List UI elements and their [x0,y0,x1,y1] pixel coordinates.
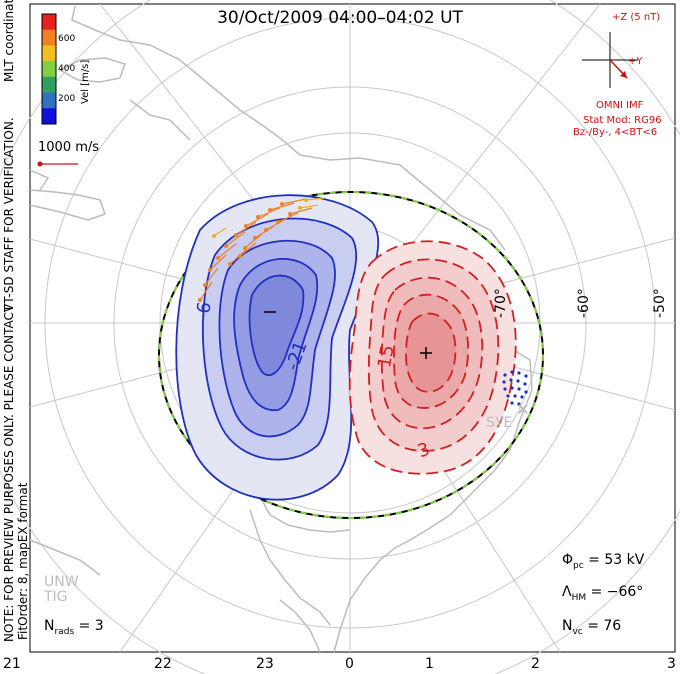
mlt-label-3: 3 [667,656,676,672]
colorbar-swatch [42,61,56,78]
mlt-label-22: 22 [154,656,172,672]
mlt-label-21: 21 [3,656,21,672]
colorbar-tick-400: 400 [58,64,76,74]
sye-vectors [502,370,528,406]
colorbar-swatch [42,76,56,94]
hm-boundary-latitude: ΛHM = −66° [562,584,644,603]
page-title: 30/Oct/2009 04:00–04:02 UT [217,8,463,28]
mlt-label-23: 23 [256,656,274,672]
radar-label-tig: TIG [44,589,68,605]
scale-vector [37,161,78,167]
radar-label-unw: UNW [44,574,79,590]
colorbar-tick-200: 200 [58,94,76,104]
velocity-vectors [198,197,325,303]
mlt-label-2: 2 [531,656,540,672]
radar-label-sye: SYE [486,415,513,431]
mlt-coordinates-label: MLT coordinates [2,0,16,82]
dawn-convection-cell [348,240,517,475]
latitude-label-50: -50° [652,288,668,318]
sye-radar-site [518,404,528,414]
imf-z-label: +Z (5 nT) [612,12,661,23]
preview-note: NOTE: FOR PREVIEW PURPOSES ONLY. PLEASE … [2,304,16,642]
scale-vector-label: 1000 m/s [38,140,100,155]
latitude-label-60: -60° [576,288,592,318]
staff-note: VT-SD STAFF FOR VERIFICATION. [2,117,16,312]
dusk-convection-cell [175,194,380,501]
colorbar-swatch [42,14,56,31]
colorbar-swatch [42,92,56,109]
velocity-colorbar [42,14,56,125]
vector-count: Nvc = 76 [562,618,622,637]
imf-condition: Bz-/By-, 4<BT<6 [573,127,658,138]
latitude-label-70: -70° [493,288,509,318]
contour-label-minus-6: -6 [192,300,216,322]
colorbar-frame [41,13,57,125]
imf-clock [582,32,638,88]
heppner-maynard-boundary [158,191,544,519]
imf-source: OMNI IMF [596,100,644,111]
mlt-label-0: 0 [345,656,354,672]
fitorder-note: FitOrder: 8, mapEX format [16,482,30,640]
colorbar-swatch [42,29,56,46]
cross-polar-potential: Φpc = 53 kV [562,552,645,571]
colorbar-swatch [42,45,56,62]
colorbar-tick-600: 600 [58,34,76,44]
plot-frame [29,3,676,653]
radar-count: Nrads = 3 [44,618,104,637]
colorbar-swatch [42,108,56,125]
contour-label-15: 15 [374,343,399,370]
mlt-label-1: 1 [425,656,434,672]
imf-y-label: +Y [628,56,643,67]
imf-stat-mod: Stat Mod: RG96 [583,115,662,126]
colorbar-title: Vel [m/s] [80,59,91,104]
